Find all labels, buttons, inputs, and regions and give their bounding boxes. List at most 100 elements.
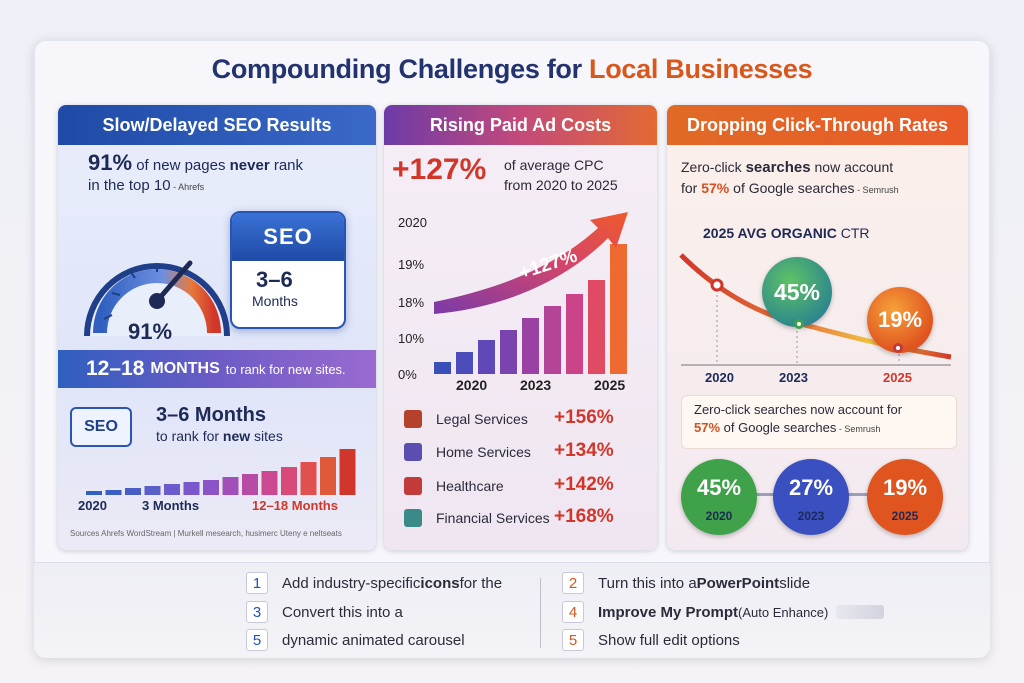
industry-name: Healthcare: [436, 478, 504, 494]
ranking-bar: [164, 484, 180, 495]
ranking-bar: [242, 474, 258, 495]
y-tick: 18%: [398, 295, 425, 310]
auto-enhance-toggle[interactable]: [836, 605, 885, 619]
panel-seo-results: Slow/Delayed SEO Results 91% of new page…: [58, 105, 376, 550]
option-convert[interactable]: 3 Convert this into a: [246, 601, 403, 623]
industry-increase: +134%: [554, 440, 614, 461]
industry-name: Financial Services: [436, 510, 550, 526]
cpc-bar: [566, 294, 583, 374]
ctr-year: 2025: [891, 509, 919, 523]
gauge-value: 91%: [128, 319, 172, 344]
cpc-bar: [544, 306, 561, 374]
ctr-year: 2023: [797, 509, 825, 523]
calendar-range: 3–6: [256, 267, 293, 292]
zero-click-stat: Zero-click searches now account for 57% …: [681, 159, 899, 196]
growth-arrow-icon: [434, 212, 628, 314]
x-label-2020: 2020: [456, 377, 488, 393]
option-powerpoint[interactable]: 2 Turn this into a PowerPoint slide: [562, 572, 810, 594]
cpc-bar: [434, 362, 451, 374]
cpc-bar: [500, 330, 517, 374]
ranking-bar: [222, 477, 239, 495]
cpc-bar: [610, 244, 627, 374]
ctr-value: 19%: [882, 475, 928, 500]
option-carousel[interactable]: 5 dynamic animated carousel: [246, 629, 465, 651]
chart-point-2025: [893, 343, 903, 353]
medical-kit-icon: [404, 477, 422, 495]
axis-label-12-18-months: 12–18 Months: [252, 498, 338, 513]
sources-note: Sources Ahrefs WordStream | Murkell mese…: [70, 529, 342, 538]
option-full-edit[interactable]: 5 Show full edit options: [562, 629, 740, 651]
ranking-bar: [300, 462, 317, 495]
cpc-increase-value: +127%: [392, 153, 487, 186]
option-add-icons[interactable]: 1 Add industry-specific icons for the: [246, 572, 502, 594]
y-tick: 0%: [398, 367, 417, 382]
cpc-description: of average CPC from 2020 to 2025: [504, 157, 618, 193]
x-label-2020: 2020: [705, 370, 734, 385]
speed-gauge-icon: 91%: [84, 260, 230, 344]
industry-row: Healthcare: [404, 477, 504, 495]
panel-click-through-rates: Dropping Click-Through Rates Zero-click …: [667, 105, 968, 550]
ranking-bar: [320, 457, 336, 495]
y-tick: 19%: [398, 257, 425, 272]
long-ranking-band: 12–18 MONTHS to rank for new sites.: [58, 350, 376, 388]
finance-icon: [404, 509, 422, 527]
cpc-bar: [456, 352, 473, 374]
y-tick: 10%: [398, 331, 425, 346]
ranking-bar: [339, 449, 356, 495]
ctr-bubble-2025: 19%: [867, 287, 933, 353]
ctr-value: 27%: [788, 475, 834, 500]
chart-point-2023: [794, 319, 804, 329]
industry-increase: +156%: [554, 407, 614, 428]
ranking-bar: [86, 491, 102, 495]
cpc-bar: [588, 280, 605, 374]
ctr-year: 2020: [705, 509, 733, 523]
ranking-bar: [144, 486, 161, 495]
industry-row: Financial Services: [404, 509, 550, 527]
industry-row: Home Services: [404, 443, 531, 461]
ranking-bar: [125, 488, 141, 495]
gavel-icon: [404, 410, 422, 428]
option-improve-prompt[interactable]: 4 Improve My Prompt (Auto Enhance): [562, 601, 885, 623]
ctr-chart-title: 2025 AVG ORGANIC CTR: [703, 225, 870, 241]
seo-tag-icon: SEO: [70, 407, 132, 447]
panel-header: Slow/Delayed SEO Results: [58, 105, 376, 145]
pages-never-rank-stat: 91% of new pages never rank in the top 1…: [88, 150, 304, 195]
x-label-2025: 2025: [594, 377, 626, 393]
options-panel: [34, 562, 990, 658]
ctr-year-circle: 45% 2020: [681, 459, 757, 535]
panel-header: Rising Paid Ad Costs: [384, 105, 657, 145]
page-title: Compounding Challenges for Local Busines…: [211, 54, 813, 84]
cpc-bar: [478, 340, 495, 374]
x-label-2025: 2025: [883, 370, 912, 385]
y-tick: 2020: [398, 215, 427, 230]
industry-name: Home Services: [436, 444, 531, 460]
cpc-bar: [522, 318, 539, 374]
axis-label-2020: 2020: [78, 498, 107, 513]
industry-increase: +168%: [554, 506, 614, 527]
short-ranking-stat: 3–6 Months to rank for new sites: [156, 404, 283, 444]
ranking-bar: [281, 467, 297, 495]
ranking-time-bars: [86, 449, 356, 495]
ctr-year-circle: 19% 2025: [867, 459, 943, 535]
calendar-unit: Months: [252, 293, 298, 309]
ranking-bar: [105, 490, 122, 495]
options-divider: [540, 578, 541, 648]
ranking-bar: [203, 480, 219, 495]
ctr-bubble-2023: 45%: [762, 257, 832, 327]
x-label-2023: 2023: [779, 370, 808, 385]
seo-calendar-icon: SEO 3–6 Months: [230, 211, 346, 329]
panel-header: Dropping Click-Through Rates: [667, 105, 968, 145]
x-label-2023: 2023: [520, 377, 552, 393]
ranking-bar: [183, 482, 200, 495]
ctr-year-circle: 27% 2023: [773, 459, 849, 535]
panel-paid-ad-costs: Rising Paid Ad Costs +127% of average CP…: [384, 105, 657, 550]
industry-increase: +142%: [554, 474, 614, 495]
industry-row: Legal Services: [404, 410, 528, 428]
ranking-bar: [261, 471, 278, 495]
industry-name: Legal Services: [436, 411, 528, 427]
ctr-value: 45%: [696, 475, 742, 500]
zero-click-note: Zero-click searches now account for 57% …: [681, 395, 957, 449]
axis-label-3-months: 3 Months: [142, 498, 200, 513]
cpc-growth-chart: +127%: [434, 212, 628, 374]
house-icon: [404, 443, 422, 461]
